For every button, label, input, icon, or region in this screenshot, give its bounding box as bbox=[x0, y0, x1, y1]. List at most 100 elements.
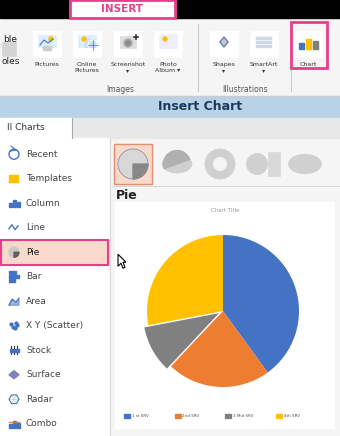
Text: Column: Column bbox=[26, 199, 61, 208]
Bar bbox=[10, 349, 13, 352]
Bar bbox=[33, 31, 61, 57]
Bar bbox=[0, 138, 340, 436]
Text: Radar: Radar bbox=[26, 395, 52, 404]
Circle shape bbox=[49, 37, 53, 41]
Bar bbox=[299, 43, 304, 49]
Polygon shape bbox=[9, 371, 19, 379]
Wedge shape bbox=[9, 247, 19, 257]
Text: SmartArt
▾: SmartArt ▾ bbox=[250, 62, 278, 73]
Bar bbox=[256, 37, 272, 40]
Text: Pie: Pie bbox=[116, 189, 138, 202]
Text: Stock: Stock bbox=[26, 346, 51, 355]
Bar bbox=[268, 152, 280, 176]
Ellipse shape bbox=[289, 154, 322, 174]
Bar bbox=[0, 0, 70, 18]
Bar bbox=[313, 41, 318, 49]
Circle shape bbox=[126, 41, 130, 45]
Bar bbox=[0, 138, 110, 436]
Text: Photo
Album ▾: Photo Album ▾ bbox=[155, 62, 181, 73]
Bar bbox=[275, 414, 282, 418]
Polygon shape bbox=[9, 298, 19, 305]
Bar bbox=[2, 42, 16, 56]
Bar bbox=[9, 203, 12, 207]
Text: INSERT: INSERT bbox=[102, 4, 143, 14]
Text: 3 Mid SRV: 3 Mid SRV bbox=[233, 414, 254, 418]
Bar bbox=[43, 46, 51, 50]
Text: oles: oles bbox=[2, 58, 20, 67]
Text: Line: Line bbox=[26, 223, 45, 232]
Text: 1 st SRV: 1 st SRV bbox=[132, 414, 149, 418]
Bar bbox=[38, 35, 56, 47]
Bar bbox=[120, 36, 136, 48]
Bar bbox=[70, 0, 175, 18]
Wedge shape bbox=[144, 313, 219, 368]
Circle shape bbox=[246, 153, 268, 174]
Circle shape bbox=[205, 149, 235, 179]
Bar bbox=[17, 423, 20, 428]
Text: 4th SRV: 4th SRV bbox=[284, 414, 300, 418]
Bar bbox=[256, 41, 272, 44]
Text: Illustrations: Illustrations bbox=[222, 85, 268, 95]
Text: Chart Title: Chart Title bbox=[211, 208, 239, 213]
Bar bbox=[9, 175, 19, 183]
Bar bbox=[9, 424, 12, 428]
Text: Bar: Bar bbox=[26, 272, 41, 281]
Bar bbox=[256, 45, 272, 48]
Bar bbox=[9, 279, 15, 282]
Text: Screenshot
▾: Screenshot ▾ bbox=[110, 62, 146, 73]
Ellipse shape bbox=[162, 155, 192, 173]
Text: Online
Pictures: Online Pictures bbox=[74, 62, 99, 73]
Wedge shape bbox=[171, 311, 268, 387]
Wedge shape bbox=[147, 235, 223, 325]
Circle shape bbox=[163, 37, 167, 41]
Bar bbox=[9, 271, 16, 274]
Bar bbox=[73, 31, 101, 57]
Bar bbox=[250, 31, 278, 57]
Text: X Y (Scatter): X Y (Scatter) bbox=[26, 321, 83, 330]
Bar bbox=[78, 35, 96, 47]
Bar bbox=[17, 202, 20, 207]
Bar bbox=[0, 118, 340, 138]
Bar bbox=[294, 31, 322, 57]
Text: Chart: Chart bbox=[299, 62, 317, 67]
Wedge shape bbox=[118, 149, 148, 179]
Polygon shape bbox=[118, 254, 126, 268]
Text: Shapes
▾: Shapes ▾ bbox=[212, 62, 235, 73]
Bar bbox=[70, 0, 175, 18]
Text: Area: Area bbox=[26, 297, 47, 306]
Bar bbox=[13, 349, 16, 352]
Text: Recent: Recent bbox=[26, 150, 57, 159]
Bar bbox=[1, 240, 109, 265]
Wedge shape bbox=[133, 164, 148, 179]
Text: ble: ble bbox=[3, 35, 17, 44]
Text: Combo: Combo bbox=[26, 419, 58, 428]
Text: Templates: Templates bbox=[26, 174, 72, 183]
Bar bbox=[154, 31, 182, 57]
Bar bbox=[210, 31, 238, 57]
Text: Insert Chart: Insert Chart bbox=[158, 101, 242, 113]
Bar bbox=[0, 96, 340, 118]
Bar bbox=[175, 0, 340, 18]
Bar bbox=[114, 144, 152, 184]
Bar bbox=[16, 349, 18, 352]
Circle shape bbox=[213, 157, 227, 171]
Bar bbox=[13, 421, 16, 428]
Circle shape bbox=[82, 37, 86, 41]
Bar bbox=[114, 144, 152, 184]
Bar bbox=[85, 39, 95, 47]
Bar bbox=[114, 31, 142, 57]
Text: Images: Images bbox=[106, 85, 134, 95]
Bar bbox=[0, 18, 340, 96]
Bar bbox=[0, 118, 72, 138]
Bar bbox=[13, 200, 16, 207]
Text: Surface: Surface bbox=[26, 370, 61, 379]
Bar bbox=[116, 203, 334, 428]
Bar bbox=[1, 240, 108, 265]
Bar bbox=[306, 39, 311, 49]
Bar bbox=[291, 22, 327, 68]
Bar bbox=[174, 414, 181, 418]
Bar bbox=[9, 275, 19, 278]
Wedge shape bbox=[14, 252, 19, 257]
Circle shape bbox=[118, 149, 148, 179]
Text: ll Charts: ll Charts bbox=[7, 123, 45, 133]
